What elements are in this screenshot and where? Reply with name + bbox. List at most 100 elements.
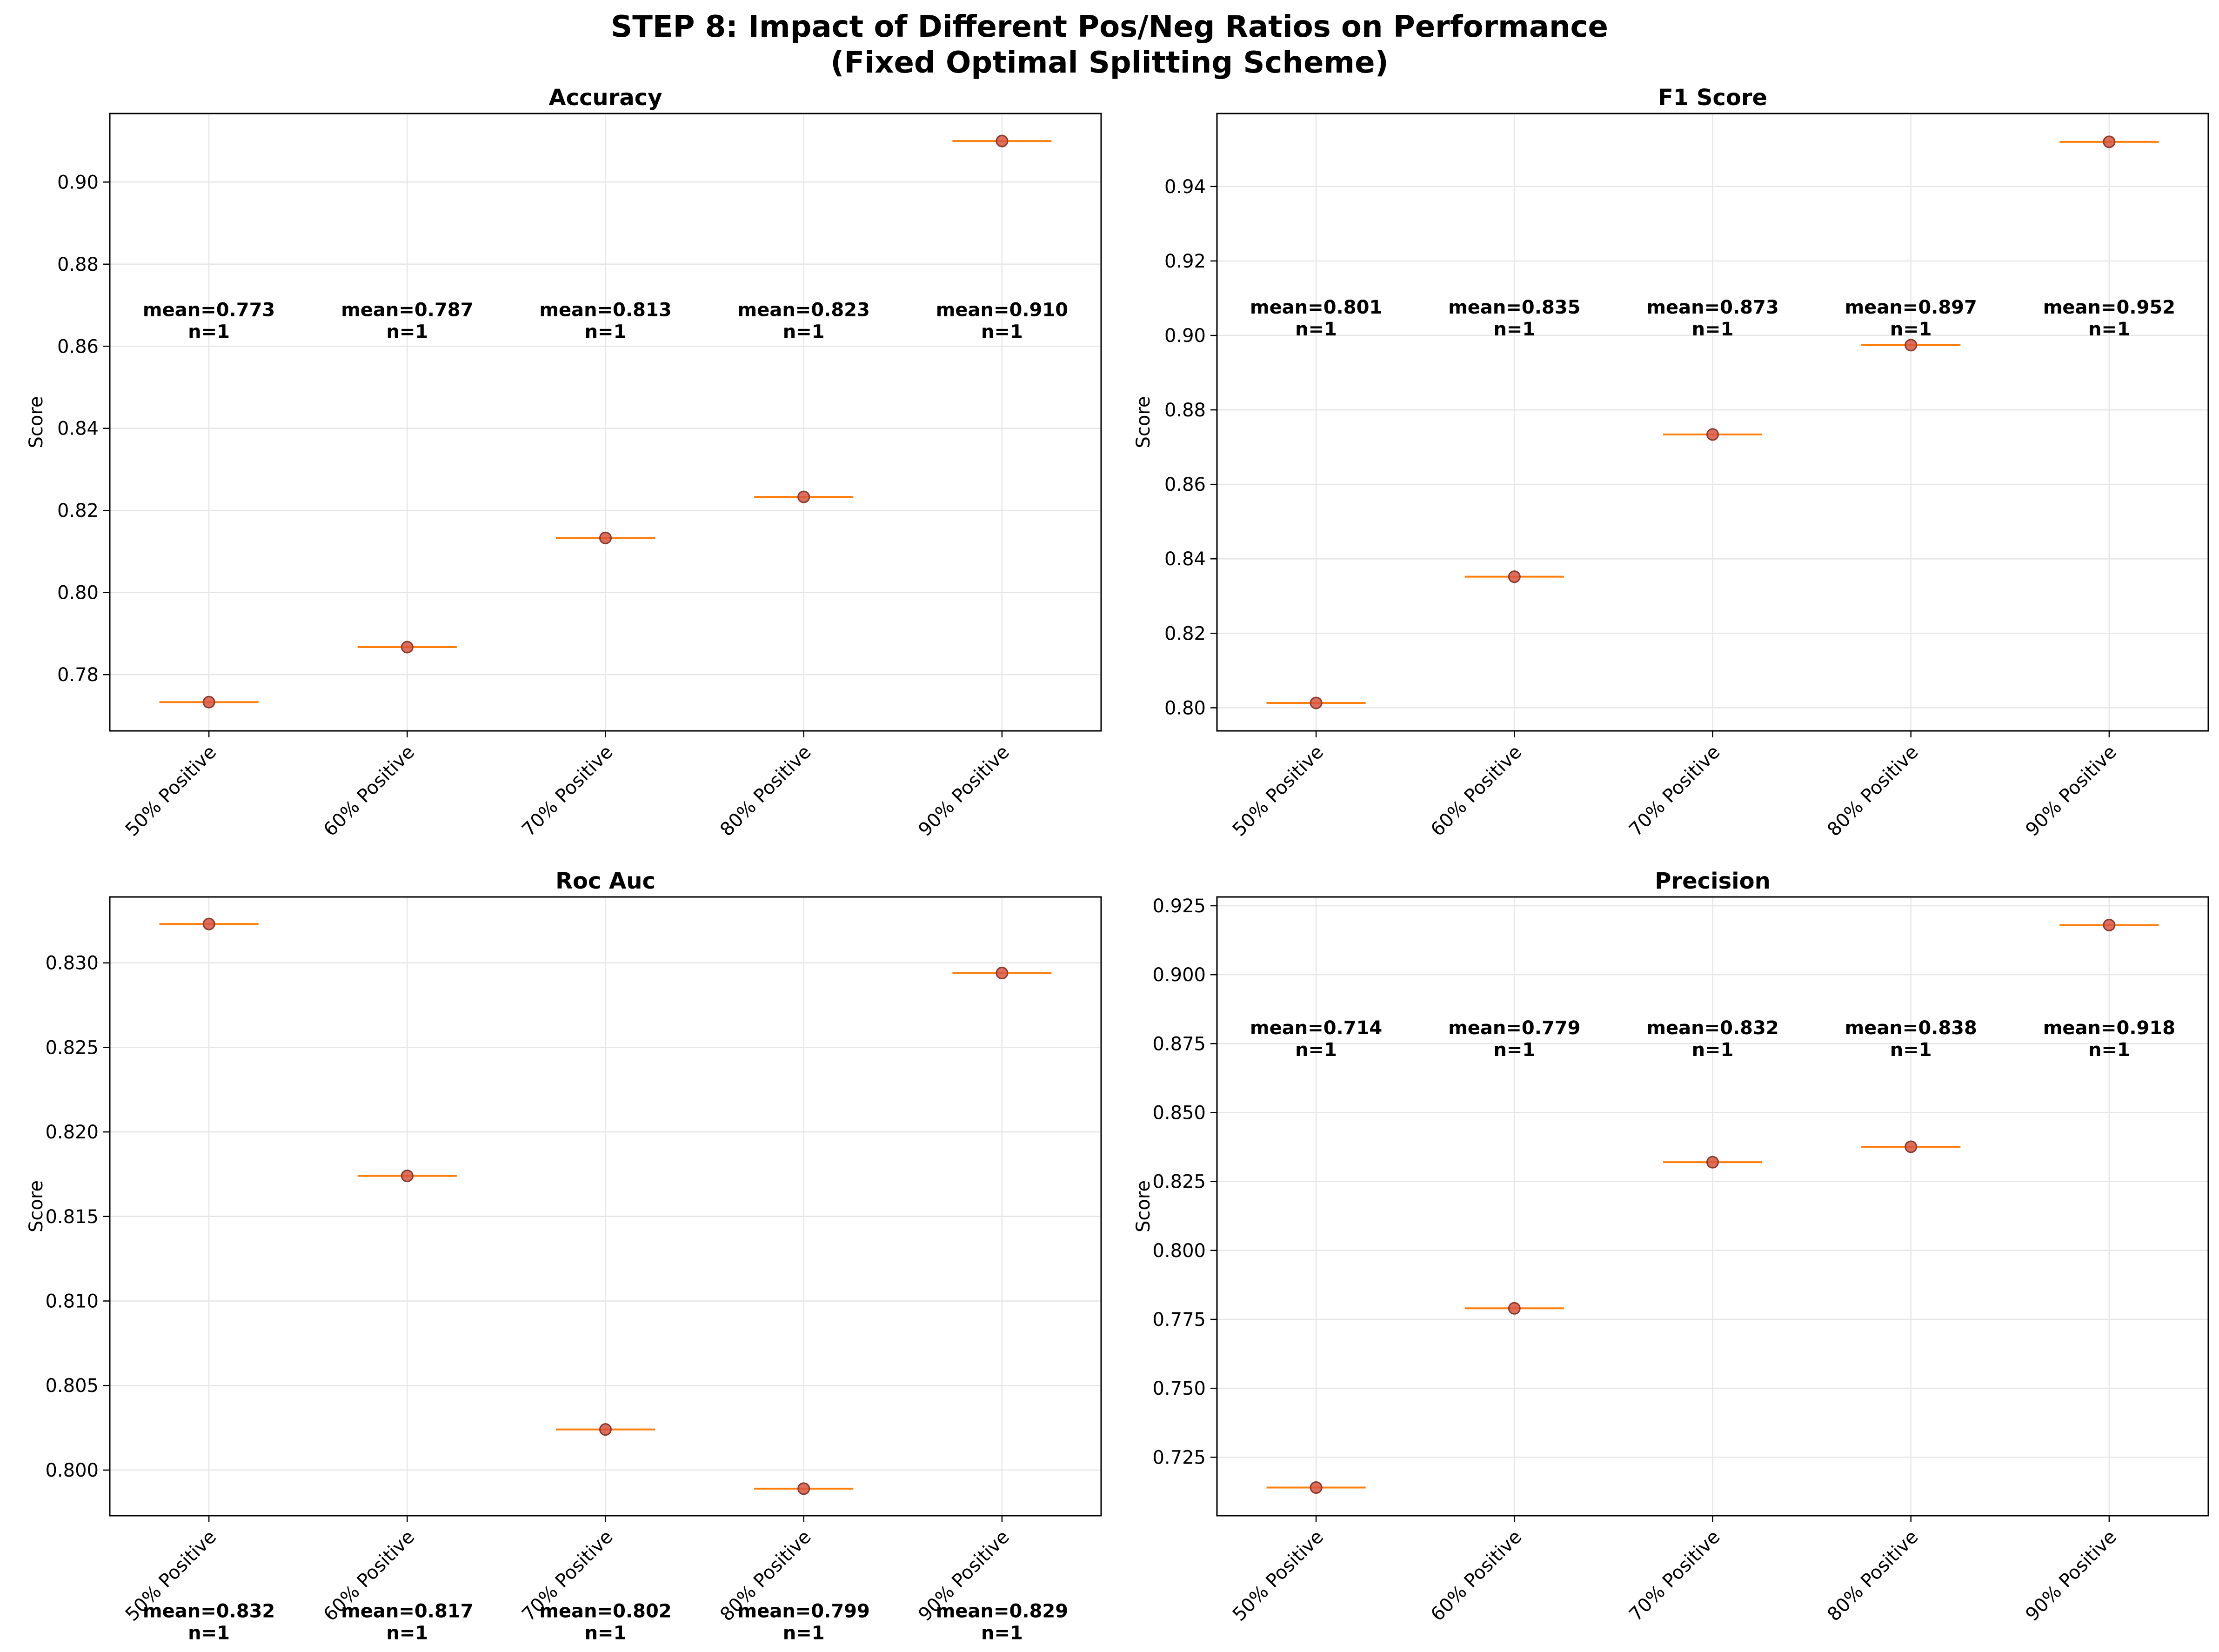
count-annotation: n=1 (783, 1622, 825, 1644)
y-tick-label: 0.820 (45, 1122, 99, 1143)
mean-annotation: mean=0.952 (2043, 297, 2175, 318)
count-annotation: n=1 (386, 321, 428, 343)
y-tick-label: 0.725 (1152, 1447, 1206, 1468)
count-annotation: n=1 (585, 1622, 627, 1644)
y-tick-label: 0.775 (1152, 1309, 1206, 1331)
mean-annotation: mean=0.813 (539, 300, 671, 321)
data-point (1508, 1302, 1521, 1315)
y-tick-label: 0.90 (1164, 325, 1206, 347)
data-point (1508, 570, 1521, 583)
y-tick-label: 0.82 (57, 500, 99, 522)
count-annotation: n=1 (1692, 1039, 1734, 1061)
y-tick-label: 0.815 (45, 1206, 99, 1228)
mean-annotation: mean=0.823 (738, 300, 870, 321)
y-tick-label: 0.810 (45, 1291, 99, 1312)
y-tick-label: 0.850 (1152, 1102, 1206, 1124)
y-tick-label: 0.830 (45, 953, 99, 974)
count-annotation: n=1 (1493, 1039, 1535, 1061)
data-point (202, 917, 215, 930)
subplot-title: F1 Score (1658, 85, 1767, 111)
data-point (996, 134, 1009, 147)
data-point (599, 1423, 612, 1436)
count-annotation: n=1 (981, 321, 1023, 343)
data-point (401, 1170, 414, 1183)
y-tick-label: 0.92 (1164, 251, 1206, 272)
y-axis-label: Score (26, 396, 47, 448)
count-annotation: n=1 (783, 321, 825, 343)
count-annotation: n=1 (1890, 1039, 1932, 1061)
subplot-title: Roc Auc (555, 868, 655, 894)
count-annotation: n=1 (1295, 1039, 1337, 1061)
mean-annotation: mean=0.918 (2043, 1017, 2175, 1039)
y-tick-label: 0.80 (57, 582, 99, 604)
plot-frame (1216, 896, 2209, 1517)
figure-title-line1: STEP 8: Impact of Different Pos/Neg Rati… (611, 10, 1608, 44)
y-tick-label: 0.94 (1164, 176, 1206, 198)
y-axis-label: Score (1133, 396, 1154, 448)
data-point (797, 490, 810, 503)
mean-annotation: mean=0.897 (1845, 297, 1977, 318)
y-tick-label: 0.80 (1164, 697, 1206, 719)
data-point (599, 531, 612, 544)
mean-annotation: mean=0.832 (1646, 1017, 1778, 1039)
count-annotation: n=1 (188, 1622, 230, 1644)
count-annotation: n=1 (386, 1622, 428, 1644)
count-annotation: n=1 (1295, 319, 1337, 340)
mean-annotation: mean=0.779 (1448, 1017, 1580, 1039)
data-point (797, 1482, 810, 1495)
y-tick-label: 0.750 (1152, 1378, 1206, 1399)
y-tick-label: 0.805 (45, 1375, 99, 1397)
mean-annotation: mean=0.801 (1250, 297, 1382, 318)
data-point (2103, 135, 2116, 148)
y-tick-label: 0.800 (1152, 1240, 1206, 1262)
y-tick-label: 0.88 (1164, 400, 1206, 421)
mean-annotation: mean=0.714 (1250, 1017, 1382, 1039)
data-point (1706, 428, 1719, 441)
y-tick-label: 0.800 (45, 1460, 99, 1481)
subplot-title: Precision (1655, 868, 1770, 894)
y-tick-label: 0.90 (57, 172, 99, 193)
y-tick-label: 0.88 (57, 254, 99, 275)
plot-frame (1216, 113, 2209, 732)
data-point (1905, 1140, 1918, 1153)
data-point (1310, 696, 1323, 709)
y-tick-label: 0.825 (1152, 1171, 1206, 1193)
y-axis-label: Score (26, 1180, 47, 1232)
subplot-title: Accuracy (548, 85, 662, 111)
data-point (1310, 1481, 1323, 1494)
mean-annotation: mean=0.832 (143, 1600, 275, 1622)
mean-annotation: mean=0.802 (539, 1600, 671, 1622)
mean-annotation: mean=0.787 (341, 300, 473, 321)
y-tick-label: 0.78 (57, 664, 99, 686)
figure-title-line2: (Fixed Optimal Splitting Scheme) (830, 46, 1388, 80)
count-annotation: n=1 (2088, 319, 2130, 340)
count-annotation: n=1 (1890, 319, 1932, 340)
mean-annotation: mean=0.773 (143, 300, 275, 321)
data-point (2103, 918, 2116, 931)
count-annotation: n=1 (585, 321, 627, 343)
mean-annotation: mean=0.829 (936, 1600, 1068, 1622)
mean-annotation: mean=0.817 (341, 1600, 473, 1622)
y-tick-label: 0.86 (57, 336, 99, 357)
mean-annotation: mean=0.835 (1448, 297, 1580, 318)
count-annotation: n=1 (2088, 1039, 2130, 1061)
y-tick-label: 0.900 (1152, 964, 1206, 986)
y-tick-label: 0.875 (1152, 1033, 1206, 1055)
y-tick-label: 0.925 (1152, 896, 1206, 917)
data-point (202, 696, 215, 709)
count-annotation: n=1 (188, 321, 230, 343)
data-point (401, 641, 414, 654)
count-annotation: n=1 (1493, 319, 1535, 340)
plot-frame (109, 113, 1102, 732)
y-tick-label: 0.82 (1164, 623, 1206, 644)
y-tick-label: 0.86 (1164, 474, 1206, 495)
plot-frame (109, 896, 1102, 1517)
mean-annotation: mean=0.799 (738, 1600, 870, 1622)
data-point (996, 967, 1009, 980)
mean-annotation: mean=0.873 (1646, 297, 1778, 318)
y-axis-label: Score (1133, 1180, 1154, 1232)
mean-annotation: mean=0.910 (936, 300, 1068, 321)
mean-annotation: mean=0.838 (1845, 1017, 1977, 1039)
